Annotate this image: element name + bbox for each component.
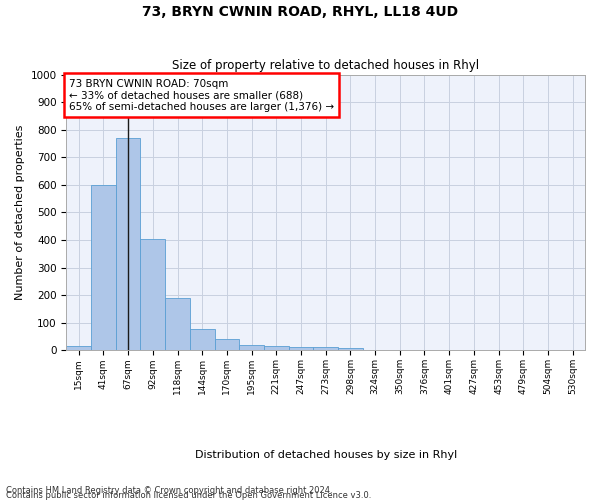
Title: Size of property relative to detached houses in Rhyl: Size of property relative to detached ho…: [172, 59, 479, 72]
Bar: [338, 348, 363, 350]
Bar: [215, 340, 239, 350]
Bar: [91, 185, 116, 350]
Bar: [67, 346, 91, 350]
Text: Contains HM Land Registry data © Crown copyright and database right 2024.: Contains HM Land Registry data © Crown c…: [6, 486, 332, 495]
Bar: [289, 348, 313, 350]
Text: Contains public sector information licensed under the Open Government Licence v3: Contains public sector information licen…: [6, 491, 371, 500]
Bar: [165, 298, 190, 350]
Bar: [116, 138, 140, 350]
Bar: [140, 238, 165, 350]
Bar: [239, 346, 264, 350]
Bar: [313, 346, 338, 350]
Bar: [264, 346, 289, 350]
X-axis label: Distribution of detached houses by size in Rhyl: Distribution of detached houses by size …: [194, 450, 457, 460]
Bar: [190, 329, 215, 350]
Text: 73 BRYN CWNIN ROAD: 70sqm
← 33% of detached houses are smaller (688)
65% of semi: 73 BRYN CWNIN ROAD: 70sqm ← 33% of detac…: [69, 78, 334, 112]
Text: 73, BRYN CWNIN ROAD, RHYL, LL18 4UD: 73, BRYN CWNIN ROAD, RHYL, LL18 4UD: [142, 5, 458, 19]
Y-axis label: Number of detached properties: Number of detached properties: [15, 125, 25, 300]
